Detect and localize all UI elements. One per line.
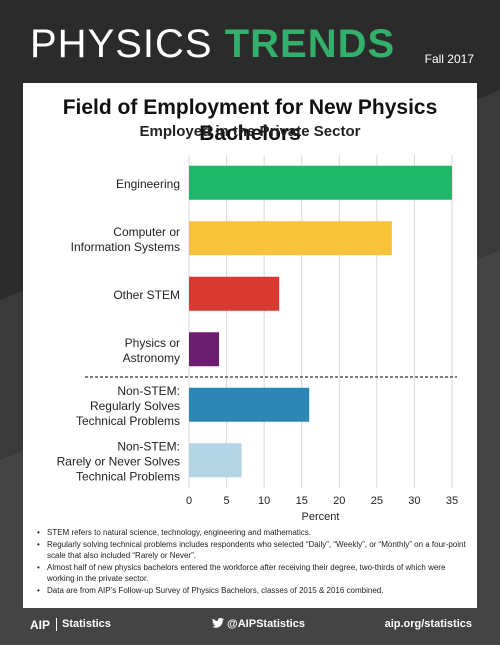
chart-title: Field of Employment for New Physics Bach… xyxy=(62,96,438,145)
footnote-item: Data are from AIP’s Follow-up Survey of … xyxy=(37,585,467,596)
footer-separator xyxy=(56,618,57,631)
bar xyxy=(189,221,392,256)
category-label: Computer or Information Systems xyxy=(71,225,180,254)
footnote-item: Almost half of new physics bachelors ent… xyxy=(37,562,467,584)
category-label-line: Technical Problems xyxy=(76,414,180,428)
x-axis-label: Percent xyxy=(302,511,340,523)
category-label-line: Physics or xyxy=(125,336,180,350)
category-label-line: Information Systems xyxy=(71,240,180,254)
category-label-line: Non-STEM: xyxy=(117,439,180,453)
category-label-line: Technical Problems xyxy=(76,469,180,483)
bar xyxy=(189,276,280,311)
brand-title: PHYSICS TRENDS xyxy=(30,22,395,66)
category-label: Other STEM xyxy=(113,288,180,302)
x-tick-label: 25 xyxy=(371,495,383,507)
bar xyxy=(189,165,452,200)
website-link[interactable]: aip.org/statistics xyxy=(384,618,472,630)
category-label-line: Other STEM xyxy=(113,288,180,302)
chart-subtitle: Employed in the Private Sector xyxy=(139,123,361,140)
x-tick-label: 20 xyxy=(333,495,345,507)
brand-light: PHYSICS xyxy=(30,22,225,66)
category-label: Non-STEM: Regularly Solves Technical Probl… xyxy=(76,384,180,428)
category-label-line: Regularly Solves xyxy=(90,399,180,413)
category-label-line: Non-STEM: xyxy=(117,384,180,398)
aip-statistics-label: Statistics xyxy=(62,618,111,630)
x-tick-label: 10 xyxy=(258,495,270,507)
x-tick-label: 15 xyxy=(296,495,308,507)
bar xyxy=(189,443,242,478)
twitter-handle-label: @AIPStatistics xyxy=(227,618,305,630)
category-label-line: Rarely or Never Solves xyxy=(57,454,180,468)
twitter-icon xyxy=(212,618,224,628)
brand-bold: TRENDS xyxy=(224,22,396,66)
chart-card: Field of Employment for New Physics Bach… xyxy=(23,83,477,608)
category-label: Engineering xyxy=(116,177,180,191)
footnotes: STEM refers to natural science, technolo… xyxy=(37,527,467,597)
x-tick-label: 5 xyxy=(224,495,230,507)
bar xyxy=(189,387,310,422)
category-label: Non-STEM: Rarely or Never Solves Technical… xyxy=(57,439,180,483)
category-label-line: Engineering xyxy=(116,177,180,191)
category-label-line: Astronomy xyxy=(123,351,180,365)
category-label-line: Computer or xyxy=(113,225,180,239)
x-tick-label: 30 xyxy=(408,495,420,507)
footnote-item: Regularly solving technical problems inc… xyxy=(37,539,467,561)
bar-chart: Engineering Computer or Information System… xyxy=(57,155,458,523)
x-tick-label: 0 xyxy=(186,495,192,507)
twitter-handle[interactable]: @AIPStatistics xyxy=(212,618,305,630)
category-label: Physics or Astronomy xyxy=(123,336,180,365)
footnote-item: STEM refers to natural science, technolo… xyxy=(37,527,467,538)
x-tick-label: 35 xyxy=(446,495,458,507)
bar xyxy=(189,332,220,367)
season-label: Fall 2017 xyxy=(424,52,474,66)
header: PHYSICS TRENDS Fall 2017 xyxy=(0,0,500,85)
footer: AIP Statistics @AIPStatistics aip.org/st… xyxy=(0,610,500,645)
aip-logo: AIP xyxy=(30,618,51,632)
